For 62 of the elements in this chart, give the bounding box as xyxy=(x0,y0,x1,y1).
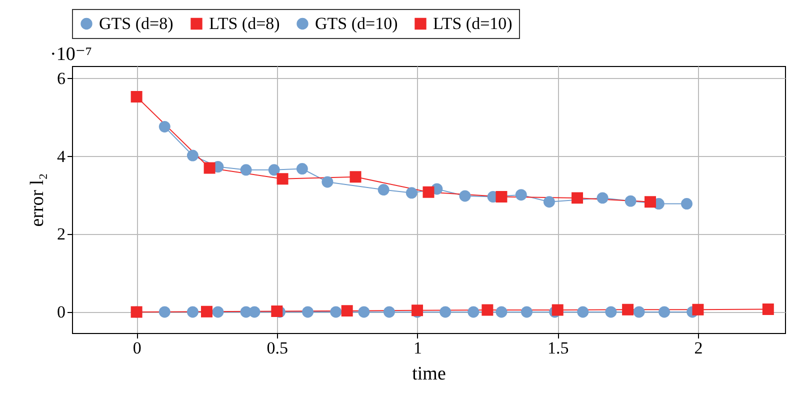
point xyxy=(322,176,334,188)
point xyxy=(276,173,288,185)
point xyxy=(596,192,608,204)
point xyxy=(482,304,494,316)
point xyxy=(130,91,142,102)
point xyxy=(341,305,353,317)
point xyxy=(644,196,656,208)
x-tick-label: 2 xyxy=(694,338,703,358)
point xyxy=(658,306,670,318)
point xyxy=(521,306,532,318)
x-tick-label: 0 xyxy=(132,338,142,358)
point xyxy=(200,306,212,318)
y-tick-label: 0 xyxy=(57,302,66,322)
y-tick-label: 4 xyxy=(57,146,66,166)
point xyxy=(440,306,452,318)
point xyxy=(248,306,260,318)
legend-label: GTS (d=10) xyxy=(315,14,398,33)
point xyxy=(762,304,774,315)
point xyxy=(633,306,645,318)
point xyxy=(459,190,471,202)
point xyxy=(240,164,252,176)
point xyxy=(496,191,508,203)
legend-label: GTS (d=8) xyxy=(99,14,174,33)
text: ·10⁻⁷ xyxy=(50,44,92,65)
point xyxy=(422,186,434,198)
point xyxy=(577,306,589,318)
point xyxy=(212,306,224,318)
point xyxy=(302,306,314,318)
x-tick-label: 1 xyxy=(414,338,422,358)
x-tick-label: 0.5 xyxy=(266,338,288,358)
point xyxy=(378,184,390,196)
point xyxy=(296,163,308,174)
point xyxy=(383,306,395,318)
point xyxy=(358,306,370,318)
point xyxy=(158,120,170,132)
point xyxy=(552,304,564,316)
point xyxy=(515,189,527,201)
point xyxy=(186,306,198,318)
point xyxy=(204,162,216,174)
point xyxy=(622,304,634,316)
point xyxy=(692,304,704,316)
y-tick-label: 6 xyxy=(57,68,66,88)
legend-label: LTS (d=10) xyxy=(433,14,512,33)
y-axis-title: error l₂ xyxy=(27,173,48,227)
legend-label: LTS (d=8) xyxy=(209,14,280,33)
point xyxy=(268,164,280,176)
y-tick-label: 2 xyxy=(57,224,66,244)
point xyxy=(271,305,283,317)
point xyxy=(330,306,342,318)
point xyxy=(350,171,362,183)
x-axis-title: time xyxy=(412,364,446,384)
point xyxy=(572,192,584,204)
point xyxy=(468,306,480,318)
point xyxy=(496,306,508,318)
point xyxy=(158,306,170,318)
point xyxy=(681,198,692,210)
point xyxy=(186,150,198,162)
point xyxy=(624,195,636,207)
point xyxy=(543,196,555,208)
x-tick-label: 1.5 xyxy=(548,338,569,358)
point xyxy=(406,187,418,199)
point xyxy=(605,306,617,318)
